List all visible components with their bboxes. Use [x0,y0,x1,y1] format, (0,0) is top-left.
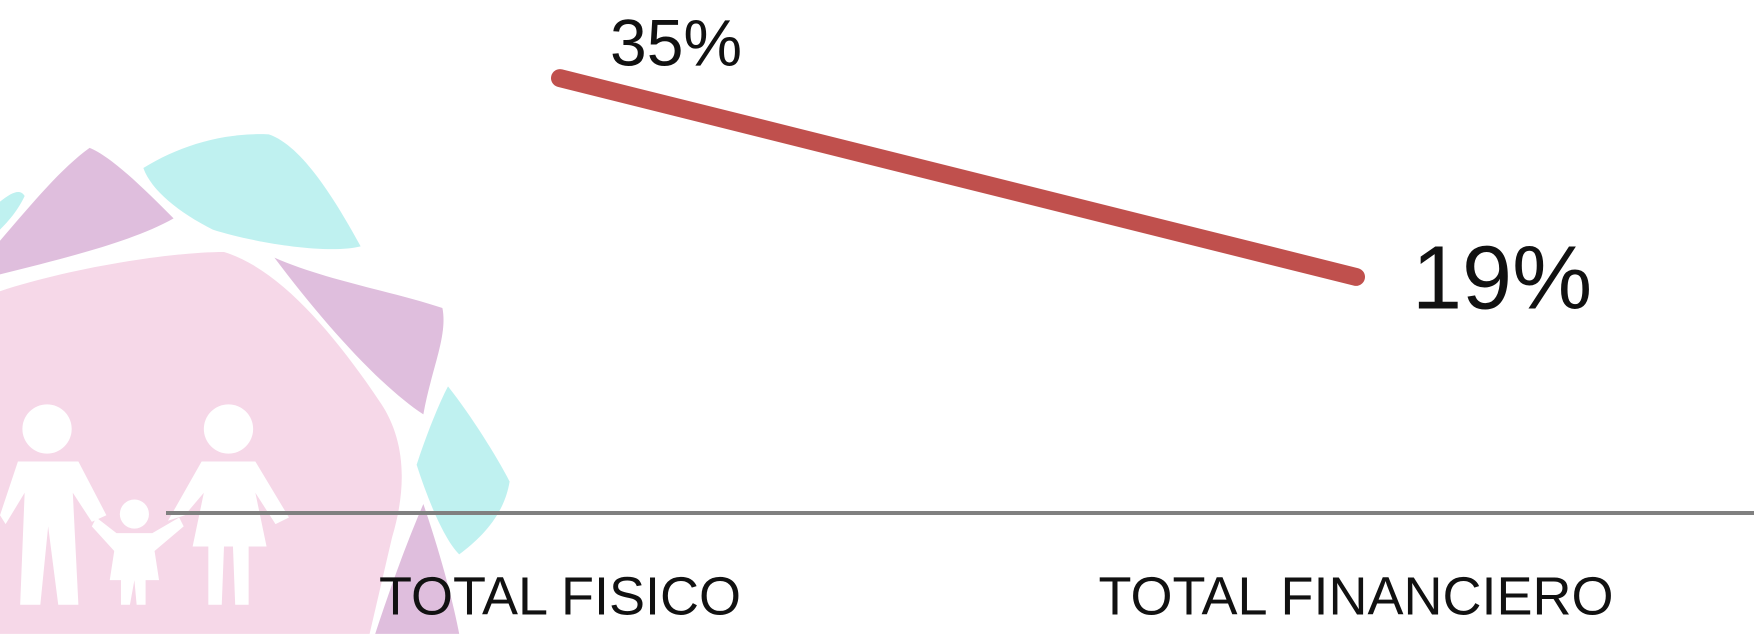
x-tick-label: TOTAL FINANCIERO [1098,566,1613,626]
logo-shape [0,147,174,275]
data-line [551,69,1365,286]
logo-shape [274,257,444,415]
logo-shape [143,134,361,250]
data-label: 19% [1412,229,1592,329]
logo-shape [375,504,460,634]
logo-shape [0,252,402,634]
logo-shape [0,191,25,230]
x-tick-label: TOTAL FISICO [379,566,741,626]
family-icon [0,404,289,605]
background-logo [0,134,510,634]
data-label: 35% [610,6,742,80]
